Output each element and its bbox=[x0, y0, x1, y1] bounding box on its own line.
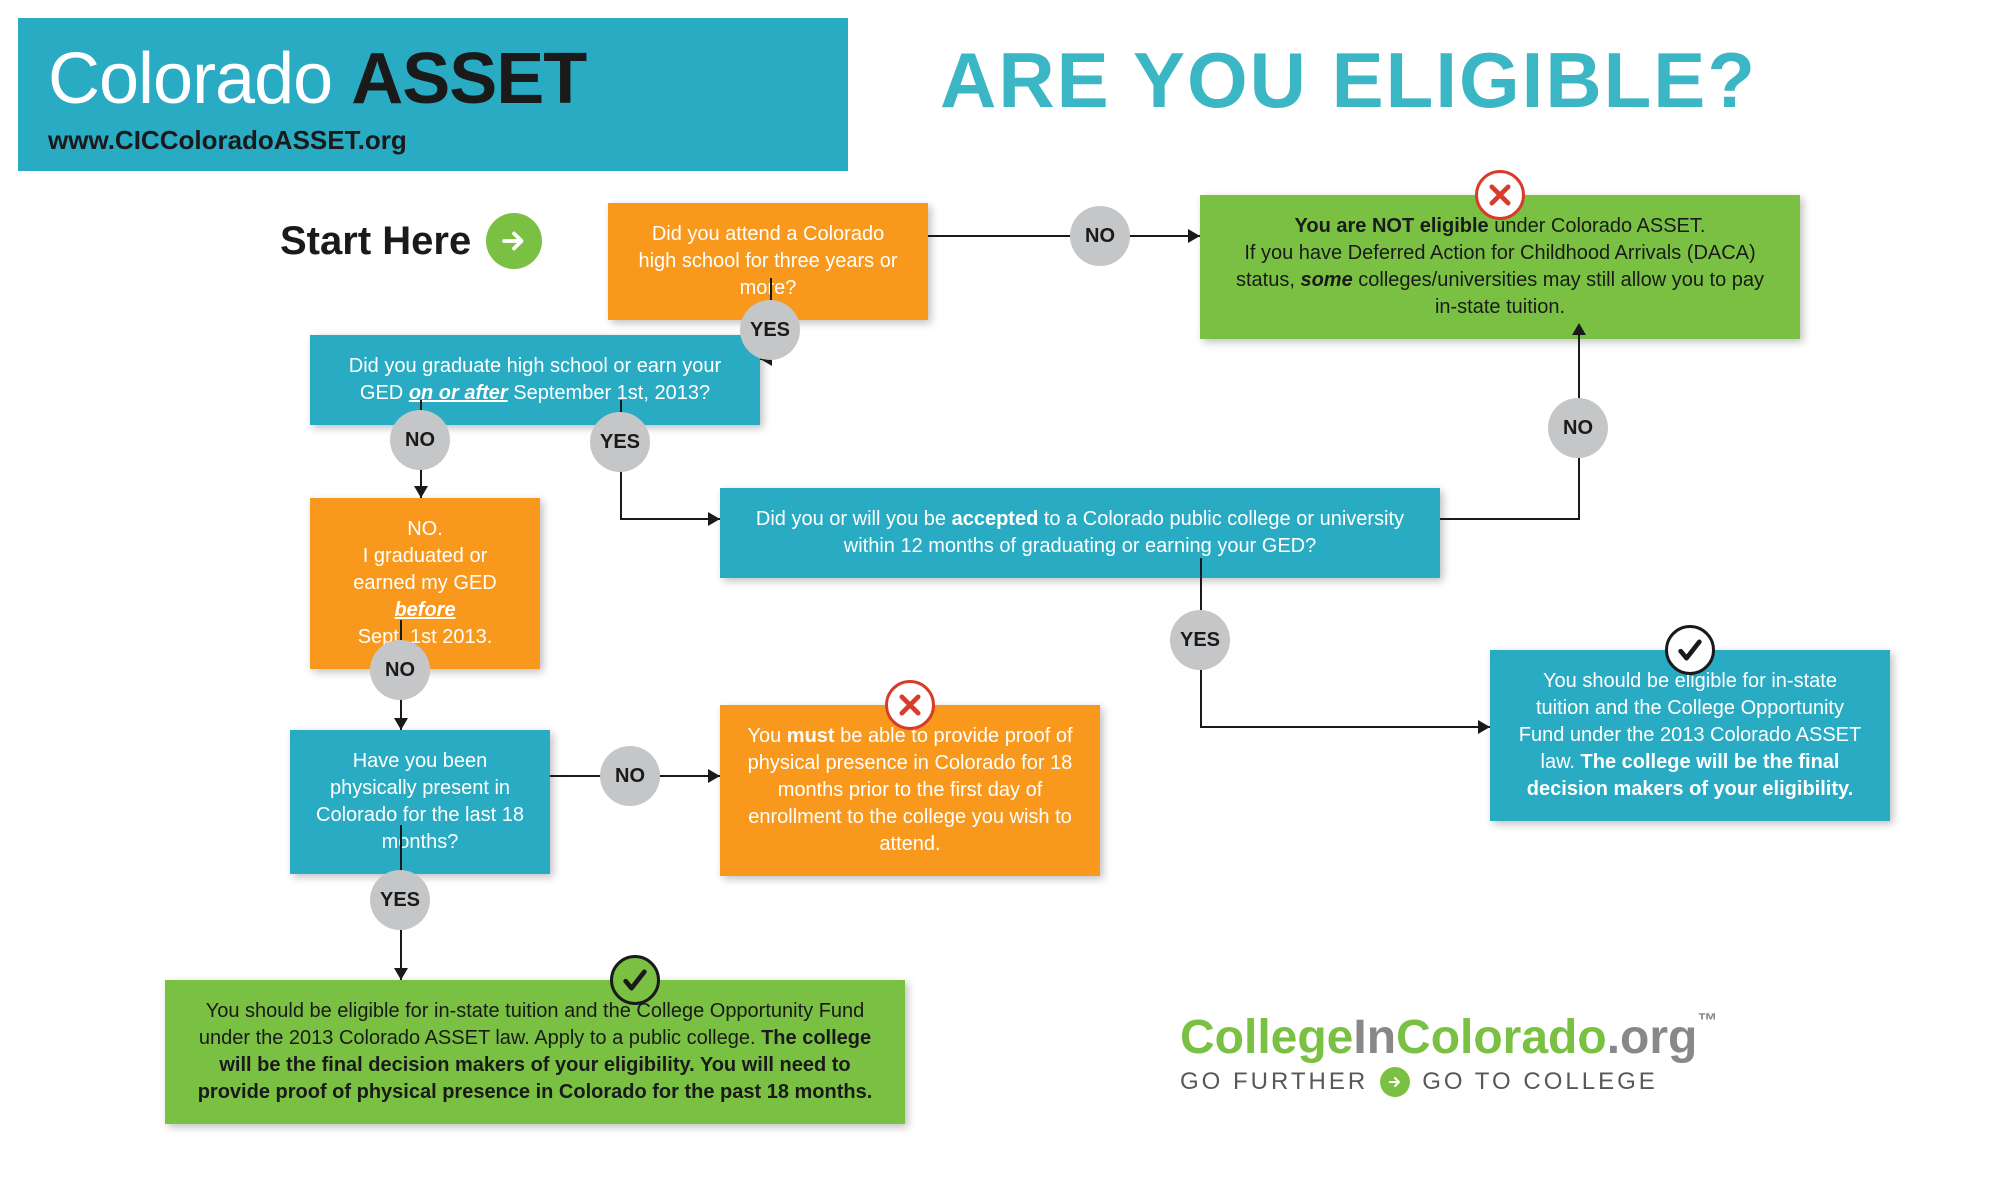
connector bbox=[1200, 726, 1490, 728]
badge-yes: YES bbox=[1170, 610, 1230, 670]
footer-brand-colorado: Colorado bbox=[1396, 1011, 1607, 1064]
header-url: www.CICColoradoASSET.org bbox=[48, 125, 808, 156]
badge-yes: YES bbox=[590, 412, 650, 472]
eligible-title: ARE YOU ELIGIBLE? bbox=[940, 35, 1757, 126]
footer-brand-org: .org bbox=[1607, 1011, 1698, 1064]
start-here-label: Start Here bbox=[280, 219, 471, 264]
footer-brand-in: In bbox=[1353, 1011, 1396, 1064]
x-icon bbox=[1475, 170, 1525, 220]
connector bbox=[1440, 518, 1580, 520]
arrowhead-icon bbox=[414, 486, 428, 498]
connector bbox=[928, 235, 1200, 237]
node-eligible-green: You should be eligible for in-state tuit… bbox=[165, 980, 905, 1124]
node-q4: Have you been physically present in Colo… bbox=[290, 730, 550, 874]
badge-yes: YES bbox=[370, 870, 430, 930]
arrowhead-icon bbox=[394, 718, 408, 730]
badge-no: NO bbox=[390, 410, 450, 470]
node-must-proof: You must be able to provide proof of phy… bbox=[720, 705, 1100, 876]
check-icon bbox=[610, 955, 660, 1005]
node-q3: Did you or will you be accepted to a Col… bbox=[720, 488, 1440, 578]
node-q2no: NO.I graduated or earned my GED beforeSe… bbox=[310, 498, 540, 669]
node-q2: Did you graduate high school or earn you… bbox=[310, 335, 760, 425]
node-eligible-cyan: You should be eligible for in-state tuit… bbox=[1490, 650, 1890, 821]
footer-brand: CollegeInColorado.org™ GO FURTHER GO TO … bbox=[1180, 1010, 1717, 1097]
header-asset: ASSET bbox=[351, 39, 586, 119]
footer-brand-title: CollegeInColorado.org™ bbox=[1180, 1010, 1717, 1065]
badge-no: NO bbox=[1548, 398, 1608, 458]
badge-no: NO bbox=[600, 746, 660, 806]
start-arrow-icon bbox=[486, 213, 542, 269]
arrowhead-icon bbox=[1188, 229, 1200, 243]
small-arrow-icon bbox=[1380, 1067, 1410, 1097]
footer-tag-2: GO TO COLLEGE bbox=[1422, 1068, 1658, 1096]
footer-brand-tagline: GO FURTHER GO TO COLLEGE bbox=[1180, 1067, 1717, 1097]
header-bar: Colorado ASSET www.CICColoradoASSET.org bbox=[18, 18, 848, 171]
badge-yes: YES bbox=[740, 300, 800, 360]
badge-no: NO bbox=[370, 640, 430, 700]
check-icon bbox=[1665, 625, 1715, 675]
arrowhead-icon bbox=[708, 769, 720, 783]
header-title: Colorado ASSET bbox=[48, 38, 808, 120]
header-colorado: Colorado bbox=[48, 39, 332, 119]
connector bbox=[620, 518, 720, 520]
start-here: Start Here bbox=[280, 213, 542, 269]
arrowhead-icon bbox=[394, 968, 408, 980]
x-icon bbox=[885, 680, 935, 730]
arrowhead-icon bbox=[708, 512, 720, 526]
footer-tag-1: GO FURTHER bbox=[1180, 1068, 1368, 1096]
arrowhead-icon bbox=[1572, 323, 1586, 335]
badge-no: NO bbox=[1070, 206, 1130, 266]
arrowhead-icon bbox=[1478, 720, 1490, 734]
footer-brand-college: College bbox=[1180, 1011, 1353, 1064]
